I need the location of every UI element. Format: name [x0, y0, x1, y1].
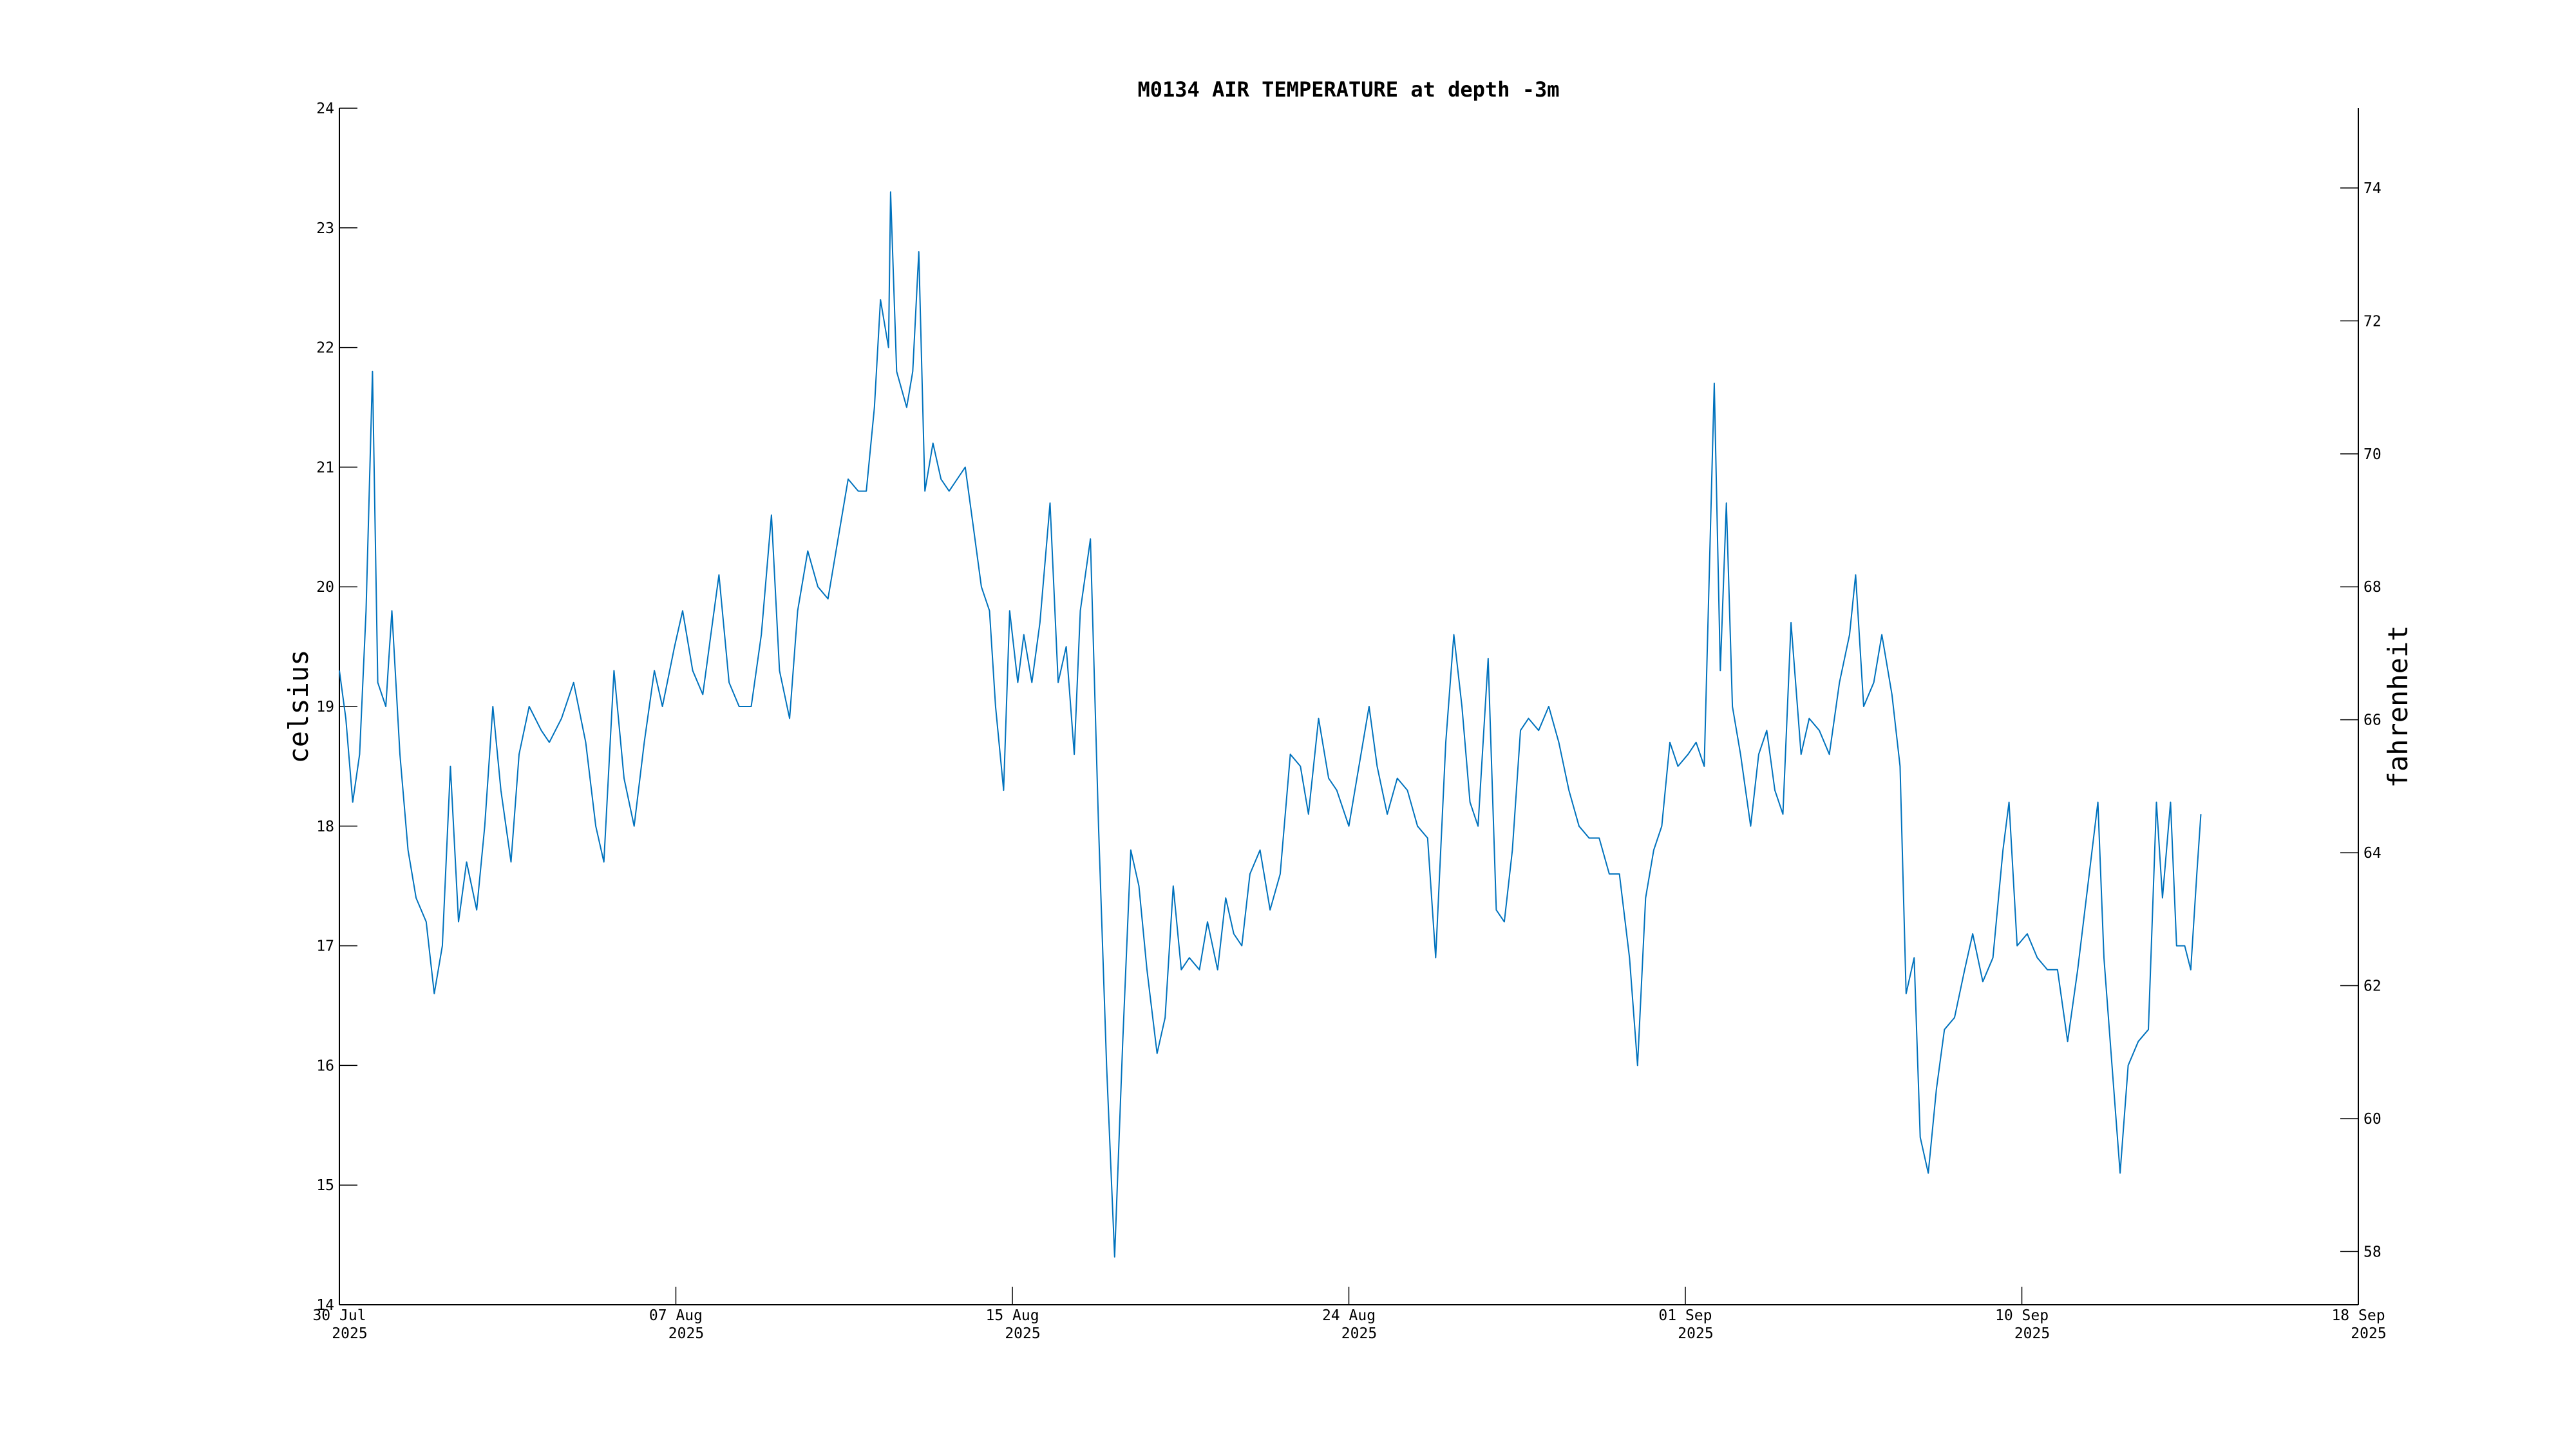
x-tick-sublabel: 2025	[2014, 1325, 2050, 1342]
y2-tick-label: 72	[2363, 313, 2382, 330]
x-tick-label: 24 Aug	[1322, 1307, 1376, 1324]
y-tick-label: 18	[316, 819, 334, 835]
data-line	[339, 191, 2202, 1258]
y-axis-label: celsius	[283, 649, 314, 763]
y2-axis-label: fahrenheit	[2382, 625, 2414, 788]
x-tick-sublabel: 2025	[2351, 1325, 2386, 1342]
y-tick-label: 15	[316, 1177, 334, 1194]
y-tick-label: 14	[316, 1297, 334, 1314]
y2-tick-label: 66	[2363, 712, 2382, 729]
y2-tick-label: 68	[2363, 579, 2382, 596]
x-tick-label: 30 Jul	[312, 1307, 366, 1324]
chart-title: M0134 AIR TEMPERATURE at depth -3m	[1137, 77, 1559, 102]
x-tick-label: 18 Sep	[2331, 1307, 2385, 1324]
y2-tick-label: 70	[2363, 446, 2382, 463]
y2-tick-label: 62	[2363, 978, 2382, 995]
y2-tick-label: 74	[2363, 180, 2382, 197]
y-tick-label: 20	[316, 579, 334, 596]
x-tick-sublabel: 2025	[1341, 1325, 1377, 1342]
x-tick-sublabel: 2025	[1678, 1325, 1713, 1342]
x-tick-sublabel: 2025	[668, 1325, 704, 1342]
y-tick-label: 24	[316, 100, 334, 117]
x-tick-label: 15 Aug	[985, 1307, 1039, 1324]
y-tick-label: 21	[316, 459, 334, 476]
y-tick-label: 22	[316, 340, 334, 357]
x-tick-sublabel: 2025	[1005, 1325, 1040, 1342]
x-tick-label: 07 Aug	[649, 1307, 703, 1324]
x-tick-label: 01 Sep	[1658, 1307, 1712, 1324]
x-tick-label: 10 Sep	[1995, 1307, 2049, 1324]
x-tick-sublabel: 2025	[332, 1325, 367, 1342]
y2-tick-label: 58	[2363, 1244, 2382, 1260]
y-tick-label: 16	[316, 1057, 334, 1074]
y-tick-label: 23	[316, 220, 334, 237]
y-tick-label: 17	[316, 938, 334, 955]
y-tick-label: 19	[316, 699, 334, 715]
y2-tick-label: 60	[2363, 1111, 2382, 1128]
y2-tick-label: 64	[2363, 845, 2382, 862]
